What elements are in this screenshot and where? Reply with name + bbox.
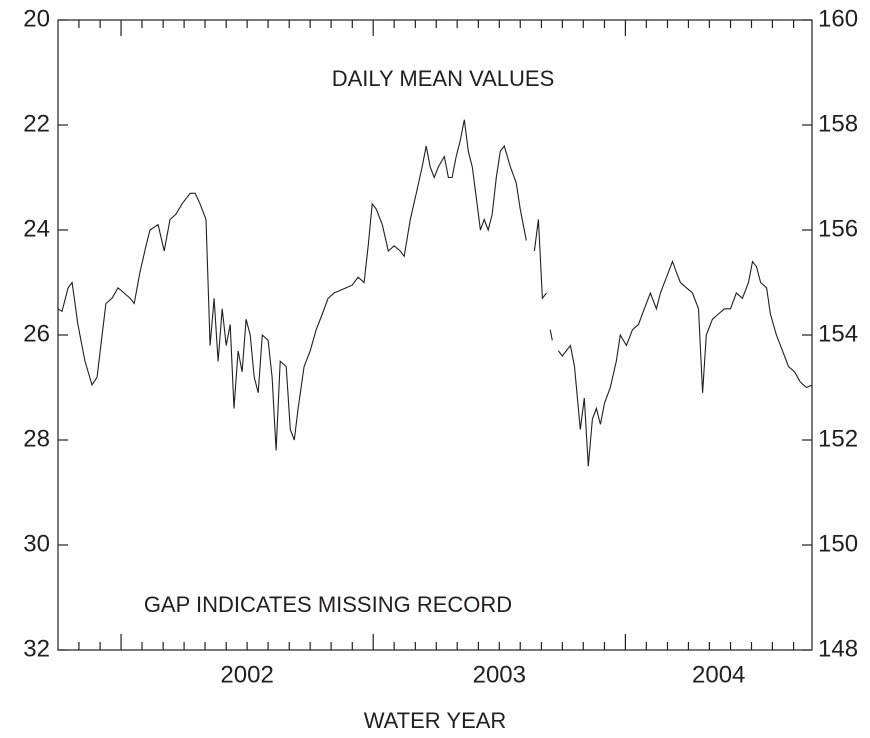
y-tick-label: 24 — [23, 215, 50, 242]
plot-frame — [57, 19, 813, 651]
y-tick-label: 26 — [23, 320, 50, 347]
x-tick-label: 2002 — [220, 661, 273, 688]
y-tick-label: 20 — [23, 5, 50, 32]
annotation: DAILY MEAN VALUES — [332, 66, 555, 91]
y2-tick-label: 158 — [818, 110, 858, 137]
x-axis-label: WATER YEAR — [364, 708, 507, 733]
y2-tick-label: 154 — [818, 320, 858, 347]
y2-tick-label: 156 — [818, 215, 858, 242]
y-tick-label: 32 — [23, 635, 50, 662]
y2-tick-label: 160 — [818, 5, 858, 32]
data-line — [57, 119, 813, 467]
x-tick-label: 2003 — [473, 661, 526, 688]
annotation: GAP INDICATES MISSING RECORD — [144, 592, 512, 617]
y2-tick-label: 152 — [818, 425, 858, 452]
y2-tick-label: 148 — [818, 635, 858, 662]
y2-tick-label: 150 — [818, 530, 858, 557]
y-tick-label: 30 — [23, 530, 50, 557]
x-tick-label: 2004 — [692, 661, 745, 688]
y-tick-label: 22 — [23, 110, 50, 137]
y-tick-label: 28 — [23, 425, 50, 452]
